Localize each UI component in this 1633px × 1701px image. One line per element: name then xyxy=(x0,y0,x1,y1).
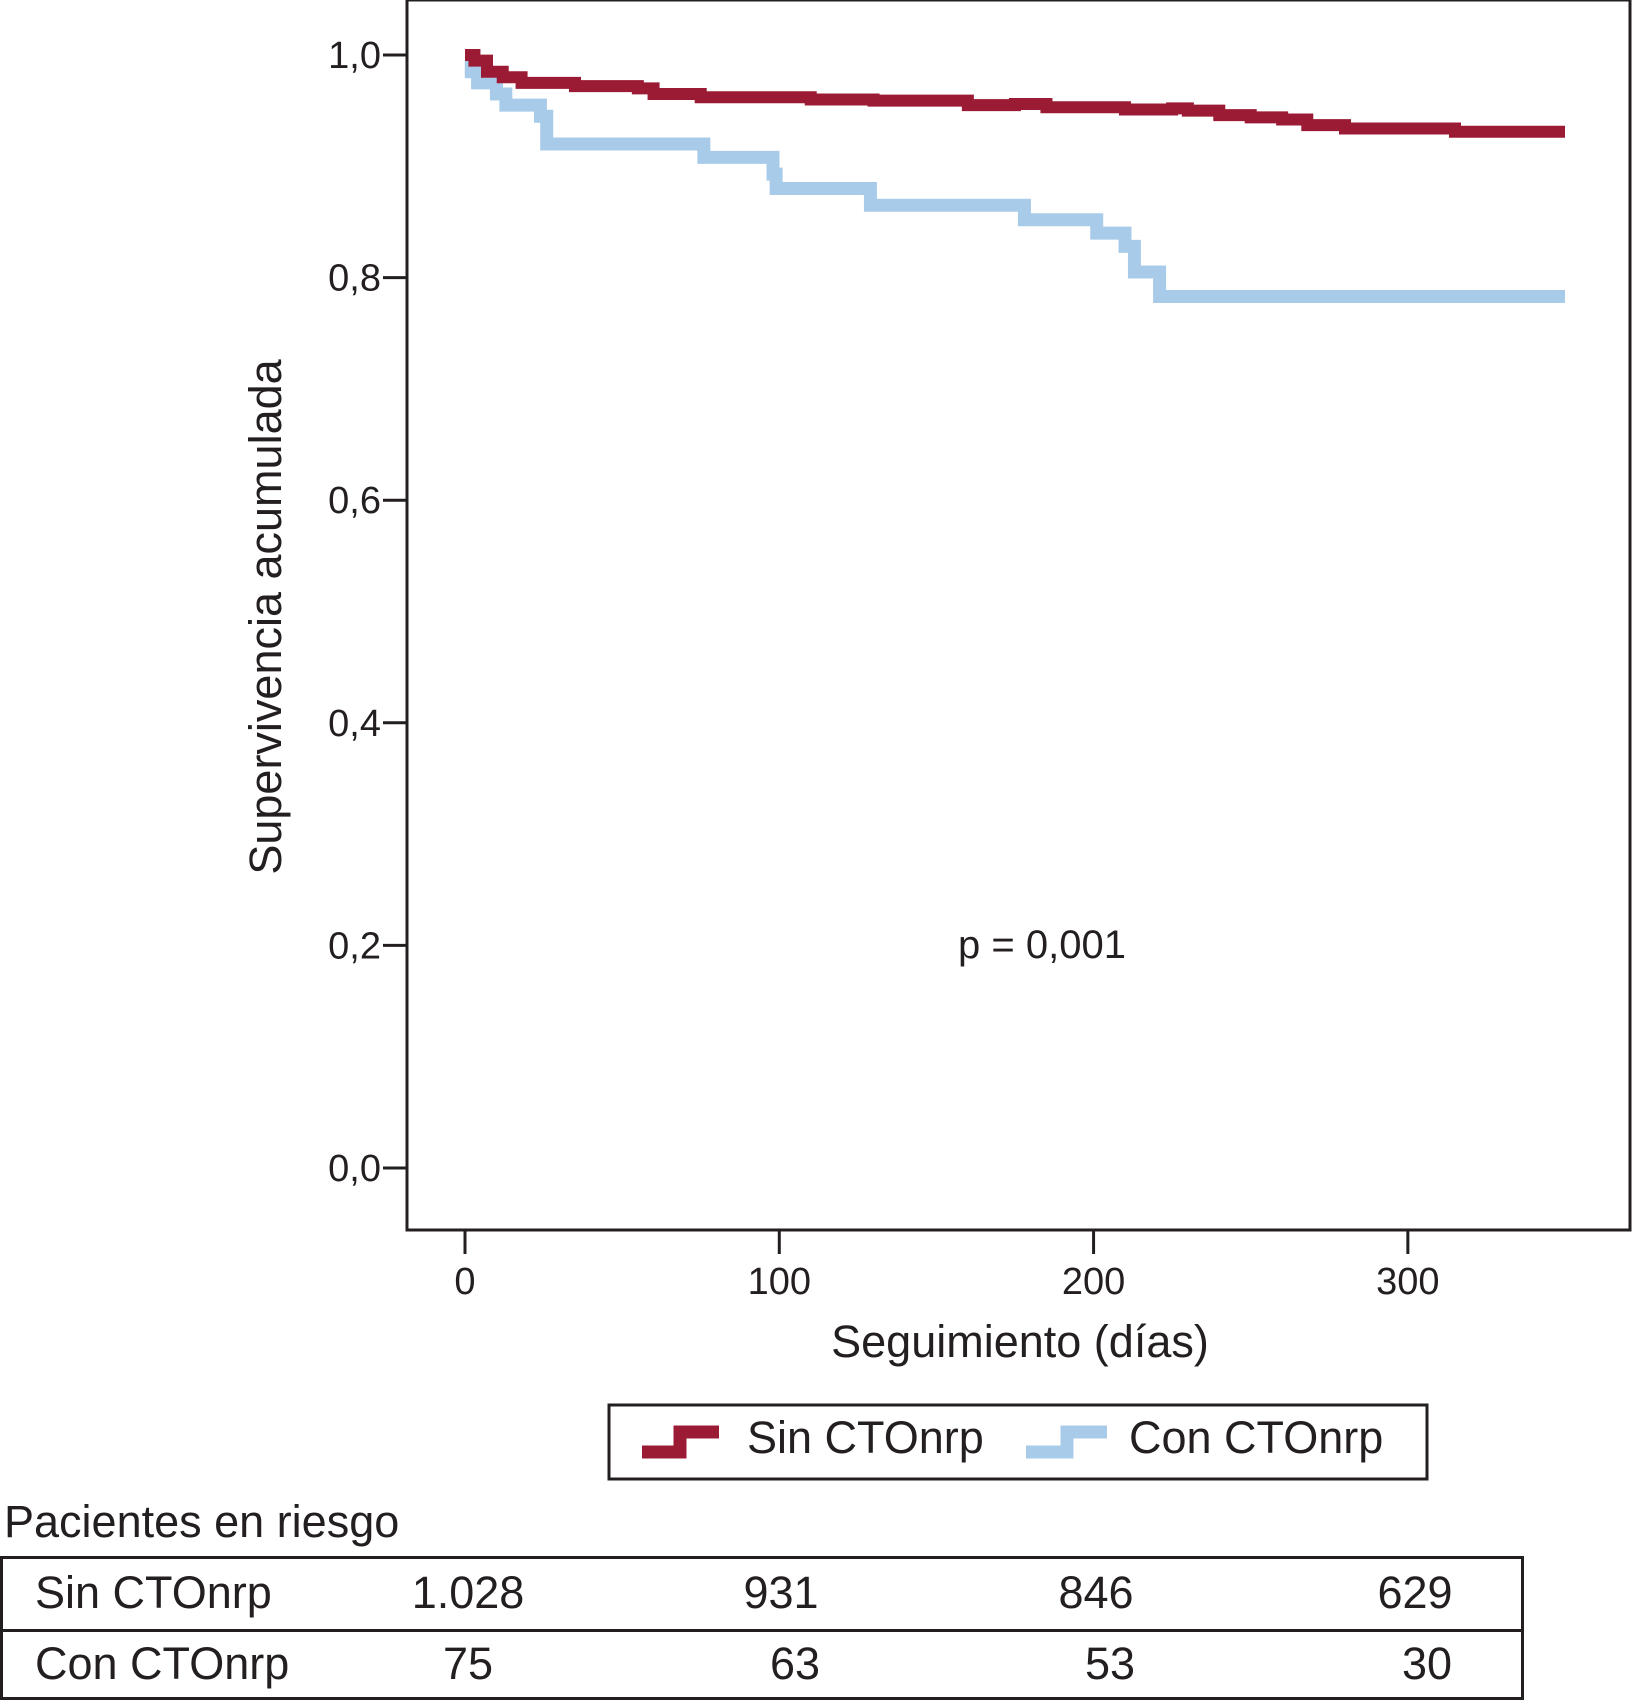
series-layer xyxy=(464,49,1565,304)
risk-value: 846 xyxy=(1058,1567,1134,1618)
y-tick-label: 0,8 xyxy=(328,258,381,300)
legend-label-con-ctonrp: Con CTOnrp xyxy=(1129,1412,1383,1463)
y-tick-label: 0,2 xyxy=(328,925,381,967)
risk-value: 1.028 xyxy=(411,1567,525,1618)
risk-value: 53 xyxy=(1084,1638,1136,1689)
x-axis-title: Seguimiento (días) xyxy=(831,1316,1209,1367)
y-tick-label: 0,6 xyxy=(328,480,381,522)
x-tick-label: 200 xyxy=(1062,1261,1125,1303)
risk-value: 931 xyxy=(743,1567,819,1618)
risk-value: 75 xyxy=(442,1638,494,1689)
risk-row-label: Con CTOnrp xyxy=(35,1638,290,1689)
p-value-annotation: p = 0,001 xyxy=(958,923,1126,967)
x-axis: 0 100 200 300 xyxy=(454,1230,1440,1303)
risk-value: 63 xyxy=(769,1638,821,1689)
legend-swatch-con-ctonrp xyxy=(1026,1425,1107,1459)
legend-swatch-sin-ctonrp xyxy=(642,1425,719,1459)
x-tick-label: 0 xyxy=(454,1261,475,1303)
risk-value: 629 xyxy=(1377,1567,1453,1618)
x-tick-label: 300 xyxy=(1376,1261,1439,1303)
plot-frame xyxy=(405,0,1632,1232)
series-line-sin-ctonrp xyxy=(465,49,1565,138)
y-tick-label: 0,0 xyxy=(328,1148,381,1190)
y-tick-label: 1,0 xyxy=(328,35,381,77)
risk-value: 30 xyxy=(1401,1638,1453,1689)
y-axis-title: Supervivencia acumulada xyxy=(240,358,291,874)
risk-table: Sin CTOnrp 1.028 931 846 629 Con CTOnrp … xyxy=(0,1556,1524,1700)
y-tick-label: 0,4 xyxy=(328,703,381,745)
risk-row-con-ctonrp: Con CTOnrp 75 63 53 30 xyxy=(3,1630,1521,1700)
series-line-con-ctonrp xyxy=(464,54,1565,304)
y-axis: 0,0 0,2 0,4 0,6 0,8 1,0 xyxy=(328,35,407,1190)
legend: Sin CTOnrp Con CTOnrp xyxy=(607,1403,1429,1481)
legend-label-sin-ctonrp: Sin CTOnrp xyxy=(747,1412,984,1463)
x-tick-label: 100 xyxy=(748,1261,811,1303)
risk-row-label: Sin CTOnrp xyxy=(35,1567,272,1618)
risk-row-sin-ctonrp: Sin CTOnrp 1.028 931 846 629 xyxy=(3,1559,1521,1632)
risk-table-title: Pacientes en riesgo xyxy=(4,1496,400,1547)
legend-box xyxy=(607,1403,1429,1481)
